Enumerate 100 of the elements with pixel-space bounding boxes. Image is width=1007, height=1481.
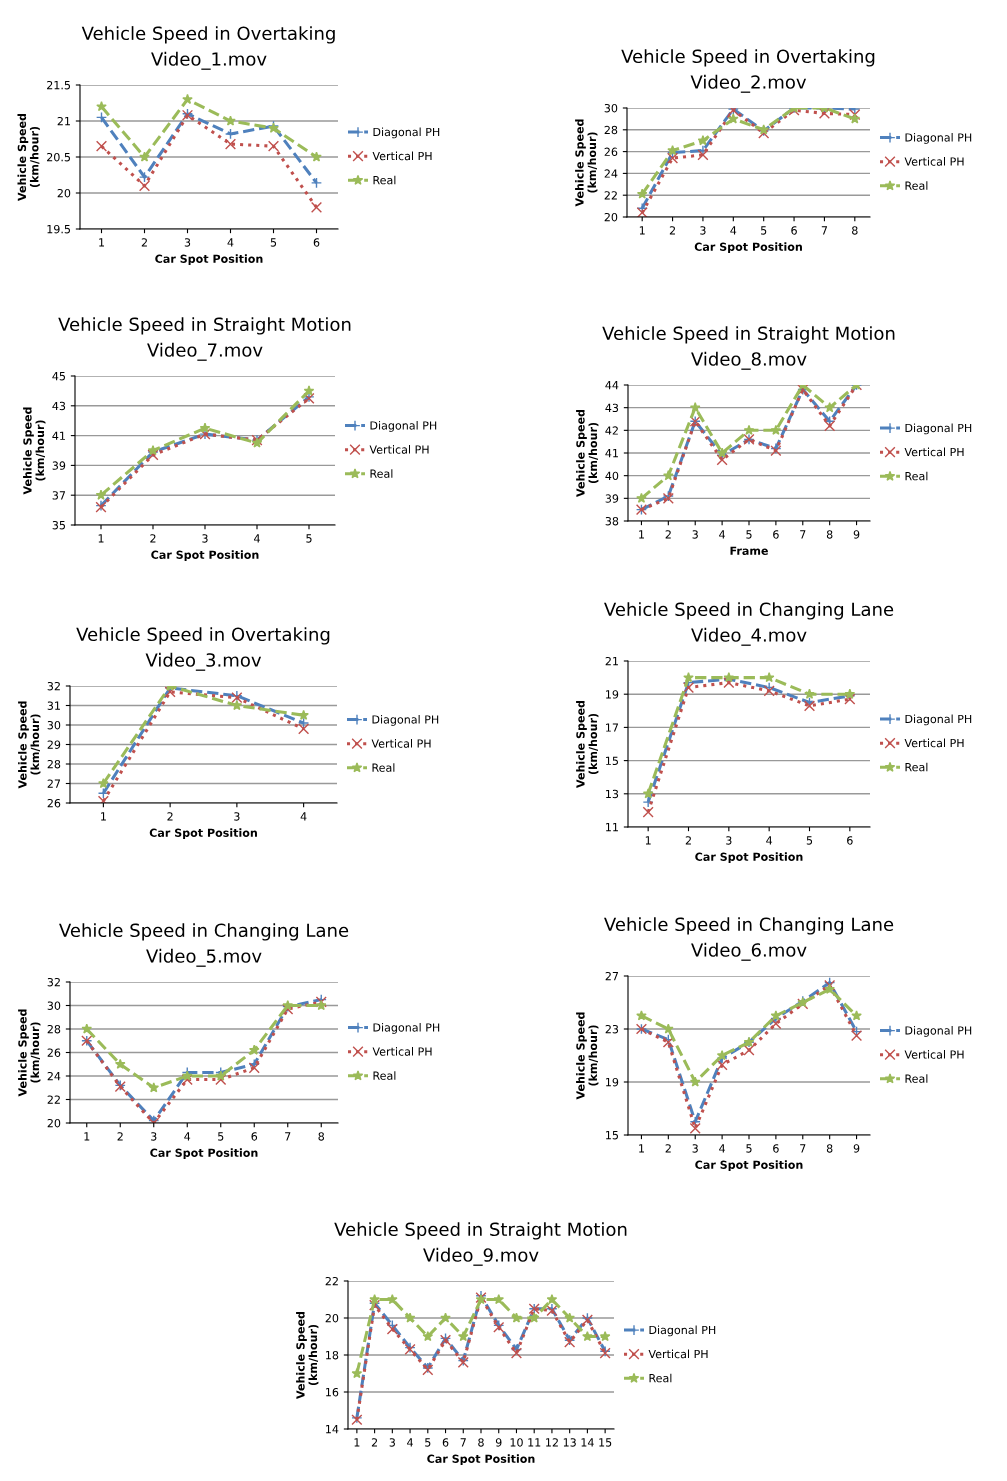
x-tick-label: 4	[254, 534, 260, 543]
y-tick-label: 22	[47, 1095, 60, 1104]
y-axis-title: Vehicle Speed (km/hour)	[576, 409, 599, 497]
x-tick-label: 8	[826, 530, 833, 539]
y-tick-label: 18	[326, 1350, 339, 1360]
x-tick-label: 7	[800, 530, 806, 539]
x-tick-label: 2	[665, 1144, 671, 1153]
legend-label: Diagonal PH	[905, 423, 972, 435]
x-tick-label: 6	[847, 836, 853, 845]
y-tick-label: 20	[604, 212, 618, 222]
x-tick-label: 3	[692, 1144, 698, 1153]
x-tick-label: 4	[184, 1132, 191, 1141]
x-tick-label: 11	[528, 1438, 541, 1447]
x-tick-label: 9	[853, 1144, 860, 1153]
y-tick-label: 43	[52, 401, 66, 411]
y-tick-label: 37	[52, 491, 66, 500]
chart-title: Vehicle Speed in Changing Lane Video_4.mov	[604, 602, 894, 646]
y-tick-label: 19.5	[47, 224, 70, 234]
x-tick-label: 5	[306, 534, 312, 543]
x-tick-label: 8	[852, 226, 858, 235]
legend-label: Vertical PH	[372, 1047, 432, 1056]
x-tick-label: 6	[313, 238, 320, 247]
y-tick-label: 15	[606, 756, 618, 765]
x-tick-label: 3	[726, 836, 732, 845]
y-tick-label: 24	[47, 1071, 61, 1081]
legend-label: Vertical PH	[372, 151, 432, 161]
legend-label: Vertical PH	[648, 1349, 708, 1359]
legend-label: Vertical PH	[904, 157, 964, 166]
x-axis-title: Car Spot Position	[155, 254, 263, 266]
chart-title: Vehicle Speed in Overtaking Video_2.mov	[621, 49, 875, 93]
x-tick-label: 2	[150, 534, 156, 543]
y-tick-label: 41	[52, 431, 65, 440]
x-tick-label: 4	[227, 238, 234, 247]
legend-label: Vertical PH	[371, 739, 431, 748]
x-axis-title: Car Spot Position	[695, 852, 803, 864]
y-tick-label: 32	[47, 681, 60, 691]
x-tick-label: 9	[853, 530, 860, 539]
y-tick-label: 30	[604, 103, 618, 113]
x-tick-label: 7	[800, 1144, 806, 1153]
y-tick-label: 27	[605, 971, 619, 981]
legend-label: Real	[370, 469, 393, 478]
x-tick-label: 4	[719, 1144, 726, 1153]
y-tick-label: 39	[52, 461, 66, 470]
x-tick-label: 4	[730, 226, 737, 235]
y-tick-label: 42	[605, 426, 618, 435]
x-tick-label: 3	[151, 1132, 157, 1141]
y-tick-label: 28	[47, 759, 61, 769]
legend-label: Real	[373, 1071, 396, 1080]
chart-title: Vehicle Speed in Changing Lane Video_5.mov	[59, 923, 349, 967]
legend-label: Diagonal PH	[649, 1325, 716, 1337]
y-tick-label: 21.5	[47, 80, 70, 90]
x-tick-label: 5	[746, 1144, 752, 1153]
chart-title: Vehicle Speed in Straight Motion Video_7.mov	[58, 317, 351, 361]
x-tick-label: 4	[300, 812, 307, 821]
y-axis-title: Vehicle Speed (km/hour)	[17, 113, 40, 201]
x-tick-label: 7	[285, 1132, 291, 1141]
x-axis-title: Car Spot Position	[695, 1160, 803, 1172]
x-tick-label: 2	[371, 1438, 378, 1447]
legend-label: Real	[372, 763, 395, 772]
legend-label: Real	[905, 762, 928, 772]
y-tick-label: 27	[47, 779, 61, 788]
x-tick-label: 14	[581, 1438, 594, 1447]
x-tick-label: 1	[354, 1438, 360, 1447]
y-tick-label: 13	[606, 789, 619, 799]
legend-label: Diagonal PH	[373, 1023, 440, 1034]
y-axis-title: Vehicle Speed (km/hour)	[576, 1012, 599, 1100]
x-tick-label: 2	[665, 530, 671, 539]
x-tick-label: 7	[821, 226, 828, 235]
x-tick-label: 6	[773, 530, 779, 539]
y-tick-label: 28	[604, 125, 618, 135]
x-tick-label: 8	[318, 1132, 325, 1141]
y-tick-label: 23	[605, 1024, 619, 1034]
legend-label: Vertical PH	[904, 447, 964, 457]
y-tick-label: 19	[606, 690, 619, 699]
chart-title: Vehicle Speed in Changing Lane Video_6.mov	[604, 917, 894, 961]
x-tick-label: 1	[99, 238, 105, 247]
y-tick-label: 21	[57, 116, 70, 126]
x-tick-label: 3	[692, 530, 698, 539]
legend-label: Vertical PH	[369, 445, 429, 454]
y-tick-label: 20	[57, 188, 71, 198]
y-tick-label: 11	[606, 823, 618, 832]
legend-label: Diagonal PH	[370, 421, 437, 432]
y-tick-label: 29	[47, 740, 61, 749]
x-tick-label: 1	[639, 1144, 644, 1153]
x-axis-title: Frame	[730, 546, 768, 555]
legend-label: Vertical PH	[904, 738, 964, 748]
chart-title: Vehicle Speed in Overtaking Video_1.mov	[81, 26, 335, 70]
x-tick-label: 1	[101, 812, 106, 821]
x-tick-label: 2	[669, 226, 675, 235]
x-tick-label: 4	[766, 836, 773, 845]
y-tick-label: 38	[605, 516, 619, 526]
y-tick-label: 28	[47, 1024, 61, 1034]
y-tick-label: 26	[47, 798, 61, 808]
x-tick-label: 2	[141, 238, 147, 247]
y-tick-label: 40	[605, 471, 619, 481]
y-tick-label: 20	[47, 1118, 61, 1128]
x-tick-label: 1	[639, 226, 645, 235]
x-tick-label: 5	[425, 1438, 431, 1447]
x-tick-label: 3	[700, 226, 706, 235]
x-tick-label: 5	[746, 530, 752, 539]
